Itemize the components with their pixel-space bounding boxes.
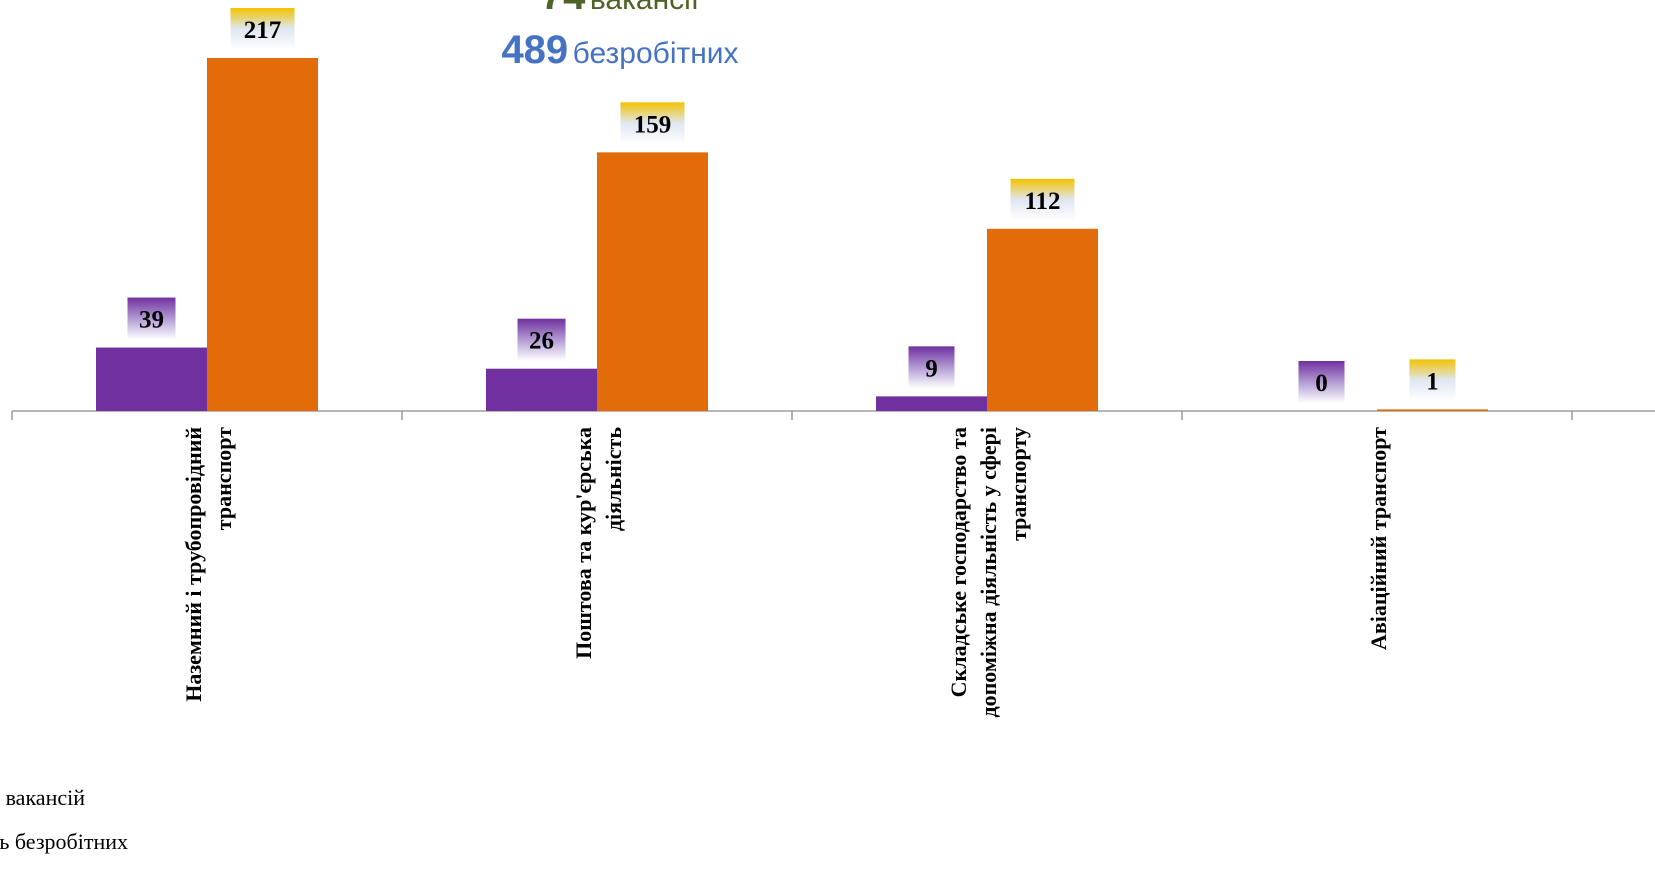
data-label-box-vacancies — [127, 297, 176, 340]
bar-vacancies — [96, 347, 207, 411]
data-label-vacancies: 0 — [1315, 370, 1328, 397]
data-label-unemployed: 112 — [1024, 188, 1060, 215]
totals-block: 74 вакансії 489 безробітних — [420, 0, 820, 70]
category-label: транспорт — [211, 427, 236, 530]
data-label-box-vacancies — [517, 318, 566, 361]
data-label-box-unemployed — [230, 8, 295, 50]
bar-unemployed — [207, 58, 318, 411]
data-label-unemployed: 1 — [1426, 368, 1439, 395]
legend-label-vacancies: Кількість вакансій — [0, 785, 85, 810]
bar-unemployed — [1377, 409, 1488, 411]
data-label-box-unemployed — [1010, 178, 1075, 221]
data-label-unemployed: 217 — [244, 17, 282, 44]
total-vacancies-word: вакансії — [590, 0, 699, 16]
category-label: транспорту — [1006, 427, 1031, 541]
data-label-box-unemployed — [620, 102, 685, 145]
category-label: допоміжна діяльність у сфері — [976, 427, 1001, 718]
legend-item-unemployed: Кількість безробітних — [0, 829, 128, 855]
total-unemployed-value: 489 — [501, 28, 569, 72]
data-label-unemployed: 159 — [634, 111, 672, 138]
data-label-vacancies: 39 — [139, 307, 164, 334]
bar-vacancies — [486, 368, 597, 411]
category-label: Поштова та кур'єрська — [571, 427, 596, 659]
total-vacancies: 74 вакансії — [420, 0, 820, 16]
total-unemployed-word: безробітних — [572, 37, 739, 70]
legend-item-vacancies: Кількість вакансій — [0, 785, 85, 811]
bar-unemployed — [987, 228, 1098, 411]
bar-vacancies — [876, 396, 987, 411]
total-unemployed: 489 безробітних — [420, 30, 820, 70]
data-label-vacancies: 26 — [529, 328, 554, 355]
data-label-vacancies: 9 — [925, 355, 938, 382]
bar-unemployed — [597, 152, 708, 412]
category-label: Складське господарство та — [946, 427, 971, 697]
data-label-box-unemployed — [1409, 359, 1456, 402]
data-label-box-vacancies — [908, 346, 955, 389]
legend-label-unemployed: Кількість безробітних — [0, 829, 128, 854]
data-label-box-vacancies — [1298, 361, 1345, 403]
category-label: Наземний і трубопровідний — [181, 427, 206, 702]
total-vacancies-value: 74 — [541, 0, 586, 18]
category-label: Авіаційний транспорт — [1366, 427, 1391, 650]
category-label: діяльність — [601, 427, 626, 531]
